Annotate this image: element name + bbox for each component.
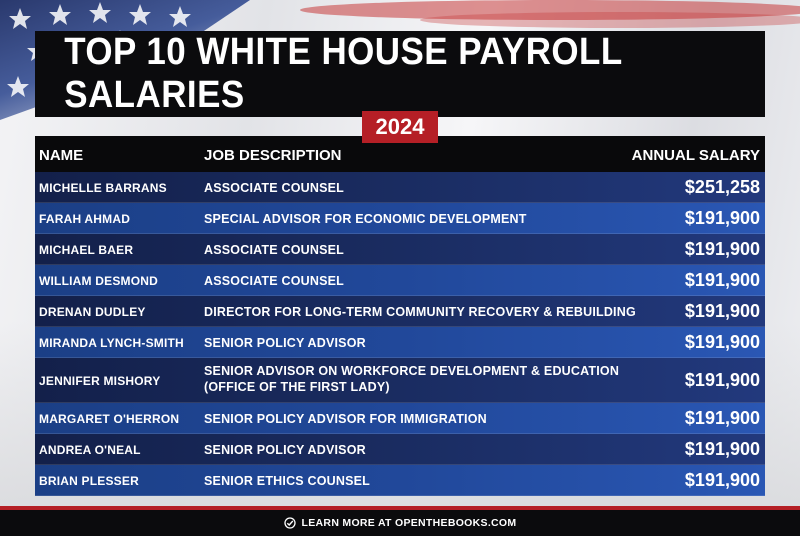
job-description: ASSOCIATE COUNSEL	[204, 243, 344, 257]
job-description: SENIOR POLICY ADVISOR FOR IMMIGRATION	[204, 412, 487, 426]
job-description-line: (OFFICE OF THE FIRST LADY)	[204, 380, 390, 394]
title-banner: TOP 10 WHITE HOUSE PAYROLL SALARIES	[35, 31, 765, 117]
employee-name: MIRANDA LYNCH-SMITH	[39, 336, 184, 350]
annual-salary: $191,900	[684, 332, 760, 352]
flag-stripe	[300, 0, 800, 20]
column-header-job: JOB DESCRIPTION	[204, 147, 342, 164]
table-row: WILLIAM DESMOND ASSOCIATE COUNSEL $191,9…	[35, 265, 765, 296]
column-header-salary: ANNUAL SALARY	[631, 147, 760, 164]
footer-link[interactable]: LEARN MORE AT OPENTHEBOOKS.COM	[301, 517, 517, 529]
job-description: ASSOCIATE COUNSEL	[204, 274, 344, 288]
employee-name: JENNIFER MISHORY	[39, 374, 161, 388]
employee-name: MICHAEL BAER	[39, 243, 134, 257]
job-description: SPECIAL ADVISOR FOR ECONOMIC DEVELOPMENT	[204, 212, 527, 226]
table-row: MIRANDA LYNCH-SMITH SENIOR POLICY ADVISO…	[35, 327, 765, 358]
annual-salary: $191,900	[684, 208, 760, 228]
annual-salary: $191,900	[684, 270, 760, 290]
annual-salary: $191,900	[684, 370, 760, 390]
table-row: MICHELLE BARRANS ASSOCIATE COUNSEL $251,…	[35, 172, 765, 203]
footer-bar: LEARN MORE AT OPENTHEBOOKS.COM	[0, 506, 800, 536]
job-description: SENIOR ADVISOR ON WORKFORCE DEVELOPMENT …	[204, 363, 619, 395]
job-description: SENIOR POLICY ADVISOR	[204, 443, 366, 457]
annual-salary: $191,900	[684, 439, 760, 459]
employee-name: WILLIAM DESMOND	[39, 274, 158, 288]
employee-name: FARAH AHMAD	[39, 212, 131, 226]
page-title: TOP 10 WHITE HOUSE PAYROLL SALARIES	[64, 31, 623, 116]
employee-name: MARGARET O'HERRON	[39, 412, 180, 426]
employee-name: DRENAN DUDLEY	[39, 305, 146, 319]
employee-name: ANDREA O'NEAL	[39, 443, 141, 457]
year-badge: 2024	[362, 111, 438, 143]
table-row: MICHAEL BAER ASSOCIATE COUNSEL $191,900	[35, 234, 765, 265]
job-description: ASSOCIATE COUNSEL	[204, 181, 344, 195]
employee-name: BRIAN PLESSER	[39, 474, 139, 488]
job-description-line: SENIOR ADVISOR ON WORKFORCE DEVELOPMENT …	[204, 364, 620, 378]
annual-salary: $191,900	[684, 301, 760, 321]
annual-salary: $191,900	[684, 408, 760, 428]
table-row: JENNIFER MISHORY SENIOR ADVISOR ON WORKF…	[35, 358, 765, 403]
table-row: BRIAN PLESSER SENIOR ETHICS COUNSEL $191…	[35, 465, 765, 496]
employee-name: MICHELLE BARRANS	[39, 181, 167, 195]
table-row: MARGARET O'HERRON SENIOR POLICY ADVISOR …	[35, 403, 765, 434]
table-row: ANDREA O'NEAL SENIOR POLICY ADVISOR $191…	[35, 434, 765, 465]
annual-salary: $191,900	[684, 470, 760, 490]
column-header-name: NAME	[39, 147, 84, 164]
job-description: SENIOR POLICY ADVISOR	[204, 336, 366, 350]
annual-salary: $251,258	[684, 177, 760, 197]
annual-salary: $191,900	[684, 239, 760, 259]
job-description: DIRECTOR FOR LONG-TERM COMMUNITY RECOVER…	[204, 305, 636, 319]
job-description: SENIOR ETHICS COUNSEL	[204, 474, 371, 488]
check-badge-icon	[283, 517, 296, 529]
table-row: DRENAN DUDLEY DIRECTOR FOR LONG-TERM COM…	[35, 296, 765, 327]
salary-table: NAME JOB DESCRIPTION ANNUAL SALARY MICHE…	[35, 136, 765, 496]
flag-stripe	[420, 12, 800, 28]
table-row: FARAH AHMAD SPECIAL ADVISOR FOR ECONOMIC…	[35, 203, 765, 234]
